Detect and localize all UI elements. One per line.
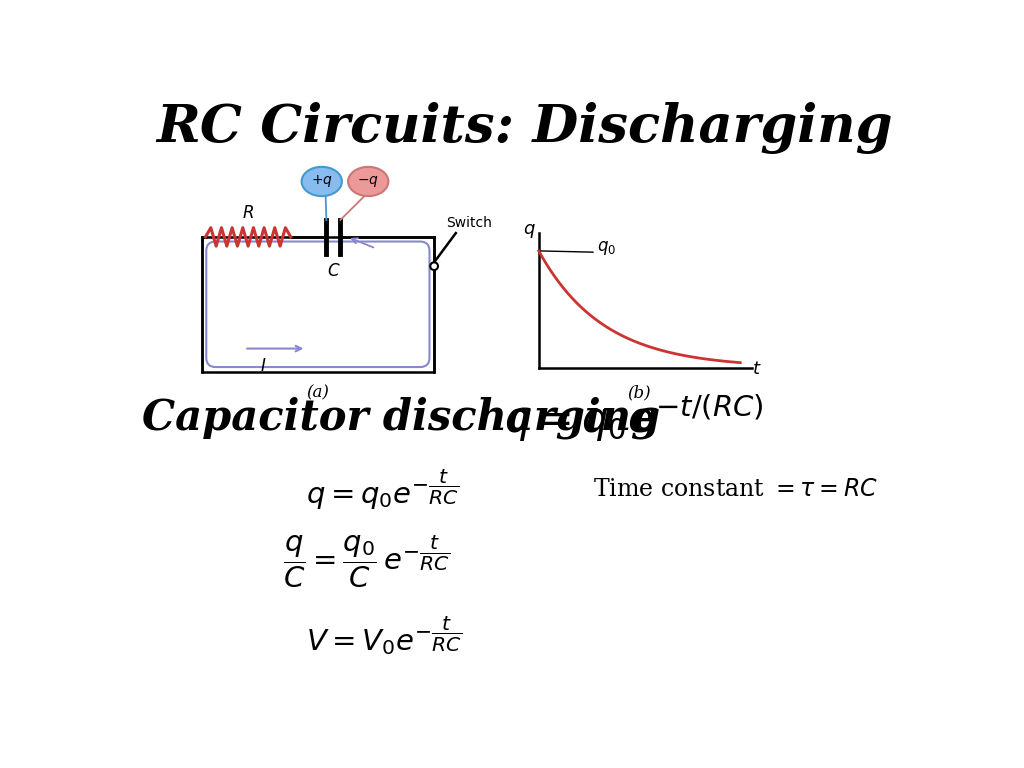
Text: (a): (a) [306, 385, 330, 402]
Text: (b): (b) [628, 384, 651, 401]
Text: Time constant $= \tau = RC$: Time constant $= \tau = RC$ [593, 478, 878, 501]
Text: $q = q_0 e^{-t/(RC)}$: $q = q_0 e^{-t/(RC)}$ [504, 392, 764, 444]
Text: Capacitor discharging: Capacitor discharging [142, 396, 660, 439]
Text: $q_0$: $q_0$ [597, 240, 616, 257]
Ellipse shape [348, 167, 388, 196]
Text: RC Circuits: Discharging: RC Circuits: Discharging [157, 101, 893, 154]
Text: $+q$: $+q$ [311, 174, 333, 190]
Ellipse shape [302, 167, 342, 196]
Bar [202, 237, 434, 372]
Text: $V = V_0 e^{-\dfrac{t}{RC}}$: $V = V_0 e^{-\dfrac{t}{RC}}$ [306, 614, 462, 657]
Text: $q$: $q$ [523, 222, 536, 240]
Text: $I$: $I$ [260, 358, 267, 375]
Text: $-q$: $-q$ [357, 174, 379, 189]
Text: $\dfrac{q}{C} = \dfrac{q_0}{C}\, e^{-\dfrac{t}{RC}}$: $\dfrac{q}{C} = \dfrac{q_0}{C}\, e^{-\df… [283, 534, 451, 590]
Text: Switch: Switch [445, 216, 492, 230]
Text: $q = q_0 e^{-\dfrac{t}{RC}}$: $q = q_0 e^{-\dfrac{t}{RC}}$ [306, 468, 460, 511]
Text: $C$: $C$ [327, 263, 340, 280]
Text: $t$: $t$ [753, 360, 762, 379]
Circle shape [430, 263, 438, 270]
Text: $R$: $R$ [242, 204, 254, 221]
